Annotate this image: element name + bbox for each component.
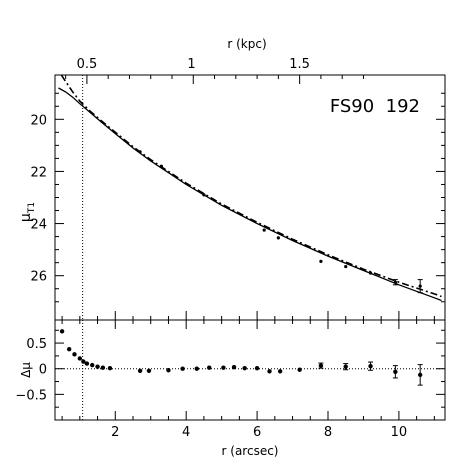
residual-point [180,366,185,371]
residual-point [368,363,373,369]
lower-y-tick-label: 0 [39,363,47,378]
residual-point [254,366,260,371]
residual-point [66,347,72,352]
residual-point [242,366,247,371]
observed-point [202,193,206,197]
residual-point [100,365,106,370]
lower-plot-area [55,320,445,420]
upper-y-label-sub: T1 [27,202,37,214]
observed-point [393,280,397,284]
lower-y-tick-label: 0.5 [26,337,47,352]
residual-point [77,356,83,361]
residual-point [84,361,90,366]
residual-point [81,359,86,364]
lower-x-tick-label: 10 [391,425,408,440]
top-x-tick-label: 0.5 [77,57,98,72]
lower-x-tick-label: 4 [182,425,190,440]
residual-point [417,372,423,378]
upper-y-tick-label: 26 [30,270,47,285]
residual-point [107,366,113,371]
observed-point [418,284,422,288]
observed-point [319,259,323,263]
lower-x-tick-label: 2 [111,425,119,440]
observed-point [344,264,348,269]
top-axis-label: r (kpc) [227,37,266,51]
upper-axis-ticks: 20 22 24 26 0.5 1 1.5 [30,57,445,320]
upper-y-tick-label: 24 [30,218,47,233]
residual-point [277,369,283,374]
upper-plot-area [58,74,442,320]
observed-point [276,236,280,240]
upper-y-label-main: μ [18,213,34,222]
residual-point [318,363,324,368]
residual-point [194,366,200,371]
lower-y-tick-label: −0.5 [15,388,47,403]
residual-point [231,364,237,370]
bottom-axis-label: r (arcsec) [222,444,279,458]
lower-y-label: Δμ [19,362,33,378]
residual-point [267,369,272,374]
residual-point [297,367,302,372]
residual-point [137,368,143,373]
upper-y-tick-label: 22 [30,165,47,180]
residual-point [90,362,95,368]
top-x-tick-label: 1 [187,57,195,72]
profile-curve-solid [58,87,442,302]
profile-curve-dashdot [60,74,442,298]
galaxy-annotation: FS90 192 [330,96,420,117]
upper-y-tick-label: 20 [30,113,47,128]
upper-y-label: μT1 [18,202,37,222]
lower-axis-ticks: 2 4 6 8 10 0.5 0 −0.5 [15,320,445,440]
lower-x-tick-label: 6 [253,425,261,440]
residual-point [166,368,171,373]
top-x-tick-label: 1.5 [289,57,310,72]
observed-point [159,164,163,168]
observed-point [138,150,142,154]
residual-point [72,352,77,357]
residual-point [343,364,348,369]
residual-point [95,364,100,369]
lower-panel-frame [54,319,446,421]
residual-point [393,369,398,374]
residual-point [221,365,226,370]
residual-point [146,368,152,373]
residual-point [59,329,65,334]
observed-point [368,271,373,275]
residual-point [207,365,212,370]
observed-point [262,228,266,232]
lower-x-tick-label: 8 [324,425,332,440]
